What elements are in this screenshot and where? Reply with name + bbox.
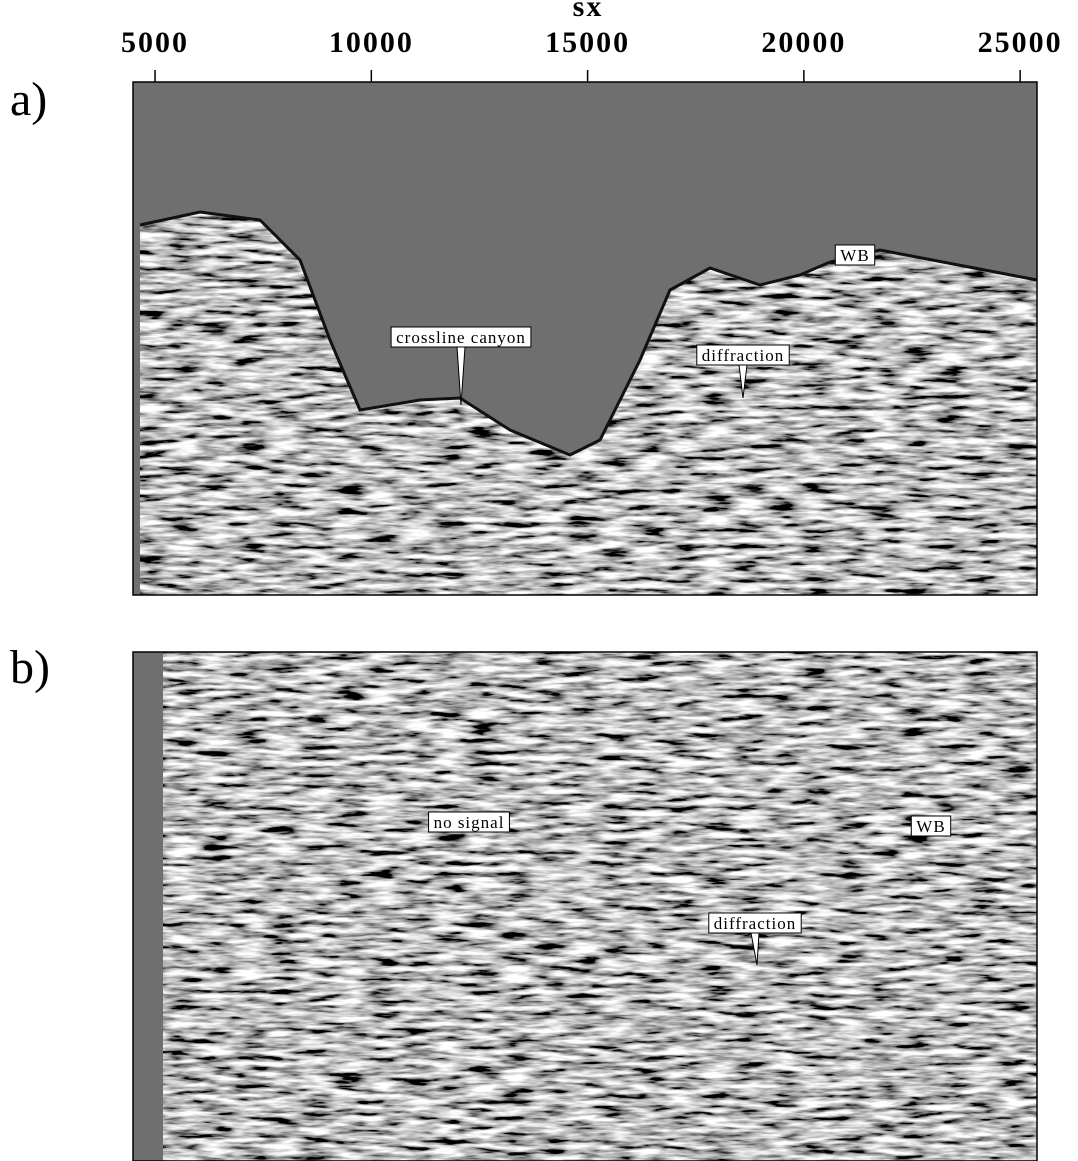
panel-b-image (163, 652, 1037, 1161)
x-tick-label: 25000 (978, 26, 1063, 59)
panel-label: a) (10, 73, 47, 126)
annotation: diffraction (702, 346, 784, 365)
annotation: no signal (434, 813, 505, 832)
annotation: crossline canyon (396, 328, 526, 347)
annotation-pointer (456, 346, 466, 406)
x-tick-label: 5000 (121, 26, 189, 59)
annotation: diffraction (714, 914, 796, 933)
annotation: WB (916, 817, 945, 836)
water-bottom (139, 210, 1038, 457)
panel-b-frame (132, 651, 1038, 1161)
x-tick-label: 15000 (545, 26, 630, 59)
annotation-box (834, 244, 876, 266)
annotation-box (428, 811, 510, 833)
x-tick-label: 10000 (329, 26, 414, 59)
axis-label: sx (573, 0, 604, 23)
x-tick-label: 20000 (761, 26, 846, 59)
annotation-pointer (750, 932, 760, 966)
annotation: WB (840, 246, 869, 265)
annotation-box (910, 815, 952, 837)
annotation-pointer (738, 364, 748, 399)
panel-a-frame (132, 81, 1038, 596)
panel-label: b) (10, 641, 50, 694)
